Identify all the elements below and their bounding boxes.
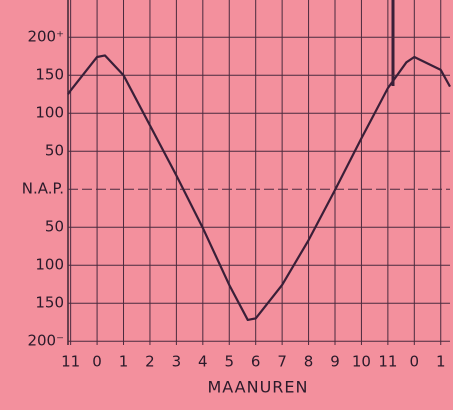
x-tick-label: 0 — [410, 353, 420, 371]
tide-curve — [67, 54, 451, 322]
y-tick-label: 50 — [45, 218, 64, 236]
y-tick-label: 100 — [35, 104, 64, 122]
x-tick-label: 0 — [92, 353, 102, 371]
x-tick-label: 5 — [224, 353, 234, 371]
x-tick-label: 3 — [172, 353, 182, 371]
x-tick-label: 7 — [277, 353, 287, 371]
y-tick-label: 150 — [35, 66, 64, 84]
y-tick-label: 50 — [45, 142, 64, 160]
y-tick-label: N.A.P. — [22, 180, 64, 198]
x-tick-label: 2 — [145, 353, 155, 371]
x-tick-label: 1 — [436, 353, 446, 371]
x-tick-label: 11 — [61, 353, 80, 371]
y-tick-label: 100 — [35, 256, 64, 274]
y-tick-label: 200⁻ — [27, 332, 64, 350]
x-axis-label: MAANUREN — [207, 378, 308, 397]
x-tick-label: 8 — [304, 353, 314, 371]
x-tick-label: 9 — [330, 353, 340, 371]
x-tick-label: 1 — [119, 353, 129, 371]
y-tick-label: 200⁺ — [27, 28, 64, 46]
x-tick-label: 10 — [352, 353, 371, 371]
x-tick-label: 6 — [251, 353, 261, 371]
x-tick-label: 11 — [378, 353, 397, 371]
x-tick-label: 4 — [198, 353, 208, 371]
y-tick-label: 150 — [35, 294, 64, 312]
